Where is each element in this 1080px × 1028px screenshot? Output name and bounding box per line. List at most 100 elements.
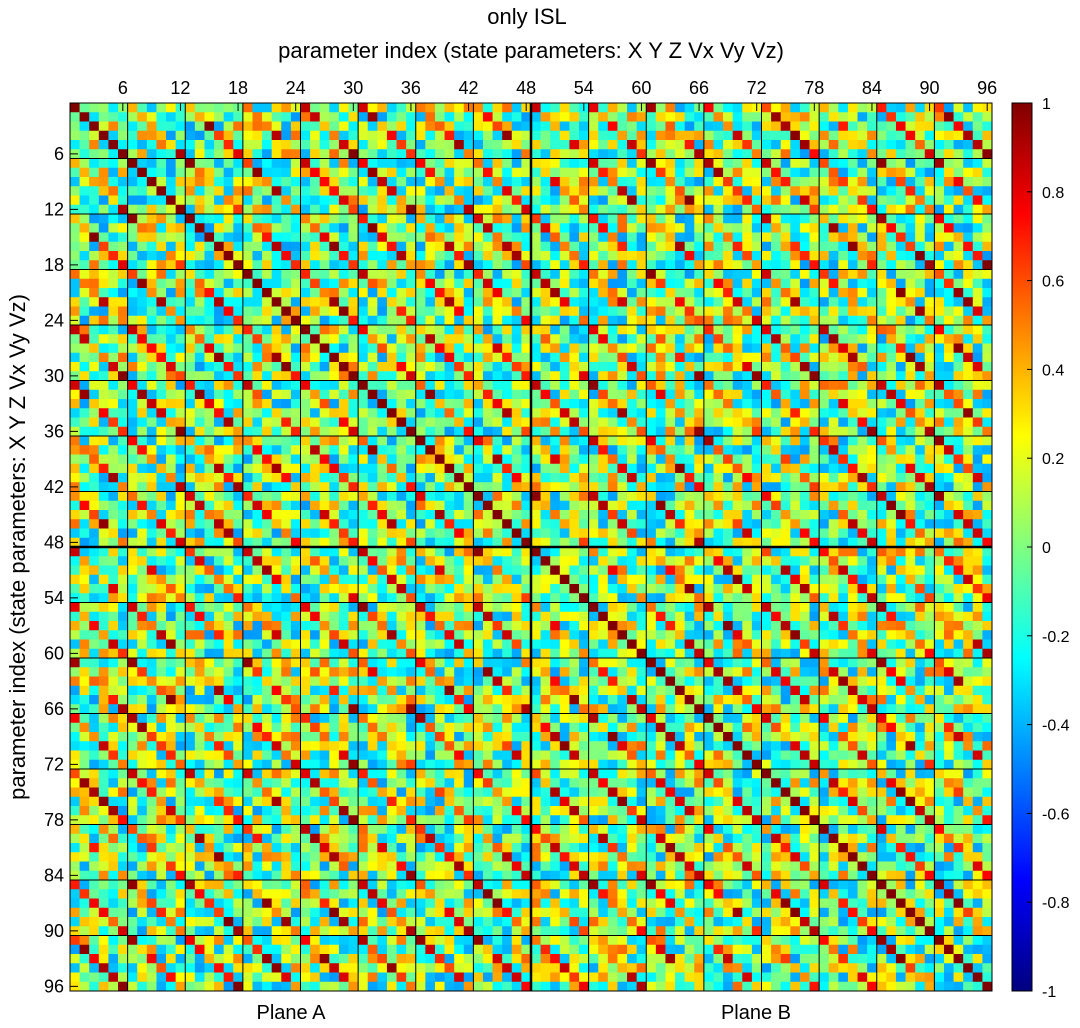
heatmap-cell	[242, 426, 253, 437]
heatmap-cell	[550, 343, 561, 354]
heatmap-cell	[742, 121, 753, 132]
heatmap-cell	[492, 186, 503, 196]
heatmap-cell	[79, 371, 90, 381]
heatmap-cell	[867, 167, 878, 178]
heatmap-cell	[367, 149, 378, 159]
heatmap-cell	[492, 334, 503, 344]
heatmap-cell	[857, 288, 868, 298]
heatmap-cell	[607, 158, 618, 169]
heatmap-cell	[463, 149, 474, 159]
heatmap-cell	[367, 260, 378, 270]
heatmap-cell	[963, 167, 974, 178]
heatmap-cell	[358, 297, 369, 307]
heatmap-cell	[502, 260, 513, 270]
heatmap-cell	[108, 195, 119, 206]
heatmap-cell	[857, 297, 868, 307]
heatmap-cell	[281, 482, 292, 492]
heatmap-cell	[569, 167, 580, 178]
heatmap-cell	[531, 408, 541, 418]
heatmap-cell	[838, 195, 849, 206]
heatmap-cell	[943, 334, 954, 344]
heatmap-cell	[876, 482, 887, 492]
heatmap-cell	[646, 130, 657, 141]
heatmap-cell	[290, 158, 301, 169]
heatmap-cell	[175, 177, 186, 187]
heatmap-cell	[79, 223, 90, 233]
heatmap-cell	[118, 130, 128, 141]
heatmap-cell	[271, 140, 282, 150]
heatmap-cell	[540, 297, 551, 307]
heatmap-cell	[415, 556, 426, 566]
heatmap-cell	[876, 195, 887, 206]
heatmap-cell	[598, 204, 609, 215]
heatmap-cell	[771, 445, 782, 455]
heatmap-cell	[127, 315, 138, 326]
heatmap-cell	[319, 306, 330, 317]
heatmap-cell	[108, 306, 119, 317]
heatmap-cell	[146, 473, 157, 483]
heatmap-cell	[290, 260, 301, 270]
heatmap-cell	[175, 306, 186, 317]
heatmap-cell	[406, 288, 417, 298]
heatmap-cell	[482, 500, 493, 511]
heatmap-cell	[540, 380, 551, 391]
heatmap-cell	[867, 574, 878, 585]
heatmap-cell	[713, 556, 724, 566]
heatmap-cell	[838, 343, 849, 354]
heatmap-cell	[70, 436, 80, 446]
heatmap-cell	[915, 269, 926, 280]
heatmap-cell	[751, 278, 762, 289]
heatmap-cell	[406, 537, 417, 548]
heatmap-cell	[386, 204, 397, 215]
heatmap-cell	[847, 343, 858, 354]
heatmap-cell	[156, 112, 167, 122]
heatmap-cell	[646, 426, 657, 437]
heatmap-cell	[156, 214, 167, 224]
heatmap-cell	[482, 121, 493, 132]
heatmap-cell	[127, 297, 138, 307]
heatmap-cell	[290, 445, 301, 455]
heatmap-cell	[511, 251, 522, 261]
heatmap-cell	[598, 195, 609, 206]
heatmap-cell	[175, 195, 186, 206]
heatmap-cell	[358, 371, 369, 381]
heatmap-cell	[924, 362, 935, 372]
heatmap-cell	[223, 232, 234, 243]
heatmap-cell	[406, 445, 417, 455]
heatmap-cell	[98, 204, 109, 215]
heatmap-cell	[146, 140, 157, 150]
heatmap-cell	[310, 103, 321, 113]
heatmap-cell	[463, 463, 474, 474]
heatmap-cell	[771, 426, 782, 437]
heatmap-cell	[194, 167, 205, 178]
heatmap-cell	[70, 177, 80, 187]
heatmap-cell	[886, 362, 897, 372]
heatmap-cell	[655, 510, 666, 520]
heatmap-cell	[895, 121, 906, 132]
heatmap-cell	[482, 204, 493, 215]
heatmap-cell	[358, 547, 369, 557]
heatmap-cell	[675, 482, 686, 492]
heatmap-cell	[847, 223, 858, 233]
heatmap-cell	[127, 500, 138, 511]
heatmap-cell	[886, 186, 897, 196]
heatmap-cell	[703, 306, 714, 317]
heatmap-cell	[521, 260, 532, 270]
heatmap-cell	[300, 352, 311, 363]
heatmap-cell	[713, 454, 724, 465]
heatmap-cell	[550, 158, 561, 169]
heatmap-cell	[809, 121, 820, 132]
heatmap-cell	[819, 306, 830, 317]
heatmap-cell	[444, 297, 455, 307]
heatmap-cell	[252, 436, 263, 446]
heatmap-cell	[924, 121, 935, 132]
heatmap-cell	[550, 500, 561, 511]
heatmap-cell	[358, 103, 369, 113]
heatmap-cell	[713, 537, 724, 548]
heatmap-cell	[550, 408, 561, 418]
heatmap-cell	[137, 130, 148, 141]
heatmap-cell	[454, 334, 465, 344]
heatmap-cell	[627, 223, 637, 233]
heatmap-cell	[463, 399, 474, 409]
heatmap-cell	[550, 334, 561, 344]
